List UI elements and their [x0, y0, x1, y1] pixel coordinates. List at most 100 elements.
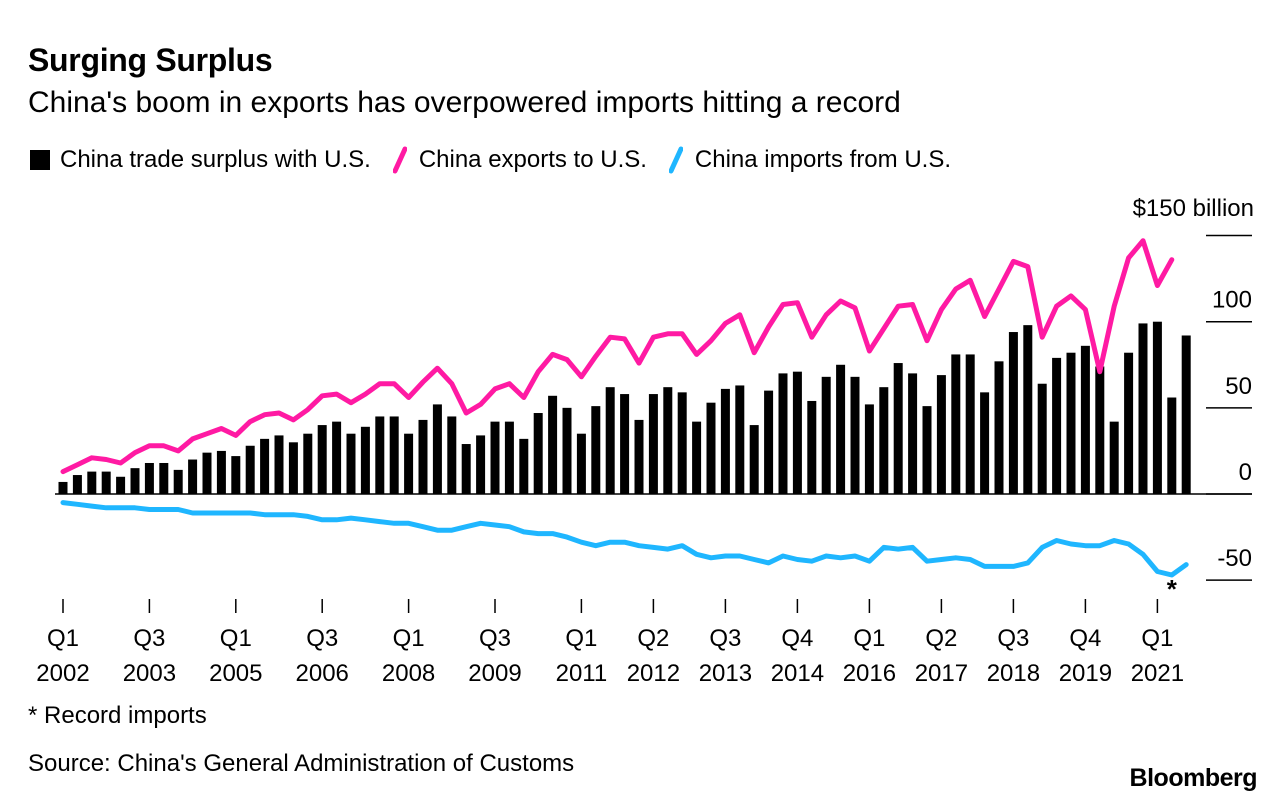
surplus-bar [418, 419, 428, 494]
surplus-bar [144, 462, 154, 494]
surplus-bar [764, 390, 774, 494]
x-tick-label-quarter: Q4 [1069, 625, 1101, 652]
x-tick-label-quarter: Q2 [925, 625, 957, 652]
surplus-bar [648, 394, 658, 494]
surplus-bar [533, 413, 543, 494]
x-tick-label-year: 2003 [123, 660, 176, 687]
x-tick-label-quarter: Q3 [997, 625, 1029, 652]
surplus-bar [274, 435, 284, 494]
x-tick-label-quarter: Q3 [306, 625, 338, 652]
x-tick-label-year: 2012 [627, 660, 680, 687]
surplus-bar [850, 376, 860, 494]
surplus-bar [965, 354, 975, 494]
surplus-bar [951, 354, 961, 494]
surplus-bar [360, 426, 370, 494]
surplus-bar [749, 425, 759, 494]
surplus-bar [1095, 366, 1105, 494]
surplus-bar [461, 444, 471, 494]
surplus-bar [1066, 352, 1076, 494]
surplus-bar [1023, 325, 1033, 494]
x-tick-label-year: 2006 [296, 660, 349, 687]
surplus-bar [87, 471, 97, 494]
surplus-bar [778, 373, 788, 494]
surplus-bar [663, 387, 673, 494]
x-tick-label-quarter: Q3 [133, 625, 165, 652]
surplus-bar [216, 450, 226, 494]
legend: China trade surplus with U.S. China expo… [30, 146, 973, 174]
surplus-bar [562, 407, 572, 494]
surplus-bar [389, 416, 399, 494]
surplus-bar [908, 373, 918, 494]
surplus-bar [922, 406, 932, 494]
surplus-bar [1152, 321, 1162, 494]
y-axis-unit-label: $150 billion [1133, 195, 1254, 222]
surplus-bar [303, 433, 313, 494]
surplus-bar [1037, 383, 1047, 494]
surplus-bar [720, 388, 730, 494]
surplus-bar [519, 438, 529, 494]
surplus-bar [605, 387, 615, 494]
x-tick-label-quarter: Q1 [565, 625, 597, 652]
legend-swatch-surplus [30, 150, 50, 170]
surplus-bar [1167, 397, 1177, 494]
surplus-bar [188, 459, 198, 494]
surplus-bar [620, 394, 630, 494]
surplus-bar [245, 445, 255, 494]
x-tick-label-year: 2018 [987, 660, 1040, 687]
x-tick-label-quarter: Q1 [393, 625, 425, 652]
x-tick-label-quarter: Q1 [853, 625, 885, 652]
x-tick-label-year: 2021 [1131, 660, 1184, 687]
bloomberg-logo: Bloomberg [1129, 764, 1258, 792]
surplus-bar [980, 392, 990, 494]
surplus-bar [677, 392, 687, 494]
surplus-bar [879, 387, 889, 494]
legend-item-imports: China imports from U.S. [668, 146, 951, 174]
x-tick-label-year: 2017 [915, 660, 968, 687]
surplus-bar [692, 421, 702, 494]
surplus-bar [1052, 357, 1062, 494]
x-tick-label-quarter: Q1 [1141, 625, 1173, 652]
surplus-bar [1109, 421, 1119, 494]
x-tick-label-year: 2013 [699, 660, 752, 687]
surplus-bar [490, 421, 500, 494]
x-tick-label-year: 2019 [1059, 660, 1112, 687]
x-tick-label-quarter: Q1 [220, 625, 252, 652]
surplus-bar [792, 371, 802, 494]
surplus-bar [447, 416, 457, 494]
surplus-bar [260, 438, 270, 494]
surplus-bar [58, 481, 68, 494]
y-tick-label: -50 [1217, 545, 1252, 572]
surplus-bar [836, 364, 846, 494]
surplus-bar [821, 376, 831, 494]
legend-label-exports: China exports to U.S. [418, 146, 647, 173]
surplus-bar [548, 395, 558, 494]
legend-label-imports: China imports from U.S. [694, 146, 951, 173]
surplus-bar [807, 400, 817, 494]
y-tick-label: 50 [1225, 373, 1252, 400]
surplus-bar [346, 433, 356, 494]
x-tick-label-quarter: Q1 [47, 625, 79, 652]
surplus-bar [893, 363, 903, 494]
x-tick-label-year: 2008 [382, 660, 435, 687]
surplus-bar [1008, 332, 1018, 494]
surplus-bar [159, 462, 169, 494]
chart-title: Surging Surplus [28, 42, 273, 78]
surplus-bar [936, 375, 946, 494]
chart-subtitle: China's boom in exports has overpowered … [28, 86, 901, 119]
surplus-bar [130, 468, 140, 494]
y-tick-label: 0 [1239, 459, 1252, 486]
surplus-bar [634, 419, 644, 494]
source-note: Source: China's General Administration o… [28, 750, 575, 777]
surplus-bar [864, 404, 874, 494]
surplus-bar [288, 442, 298, 494]
x-tick-label-year: 2002 [36, 660, 89, 687]
surplus-bar [1124, 352, 1134, 494]
x-tick-label-quarter: Q3 [709, 625, 741, 652]
y-tick-label: 100 [1212, 287, 1252, 314]
record-imports-marker: * [1167, 574, 1178, 604]
surplus-bar [706, 402, 716, 494]
x-tick-label-year: 2005 [209, 660, 262, 687]
surplus-bar [231, 456, 241, 494]
surplus-bar [72, 475, 82, 494]
